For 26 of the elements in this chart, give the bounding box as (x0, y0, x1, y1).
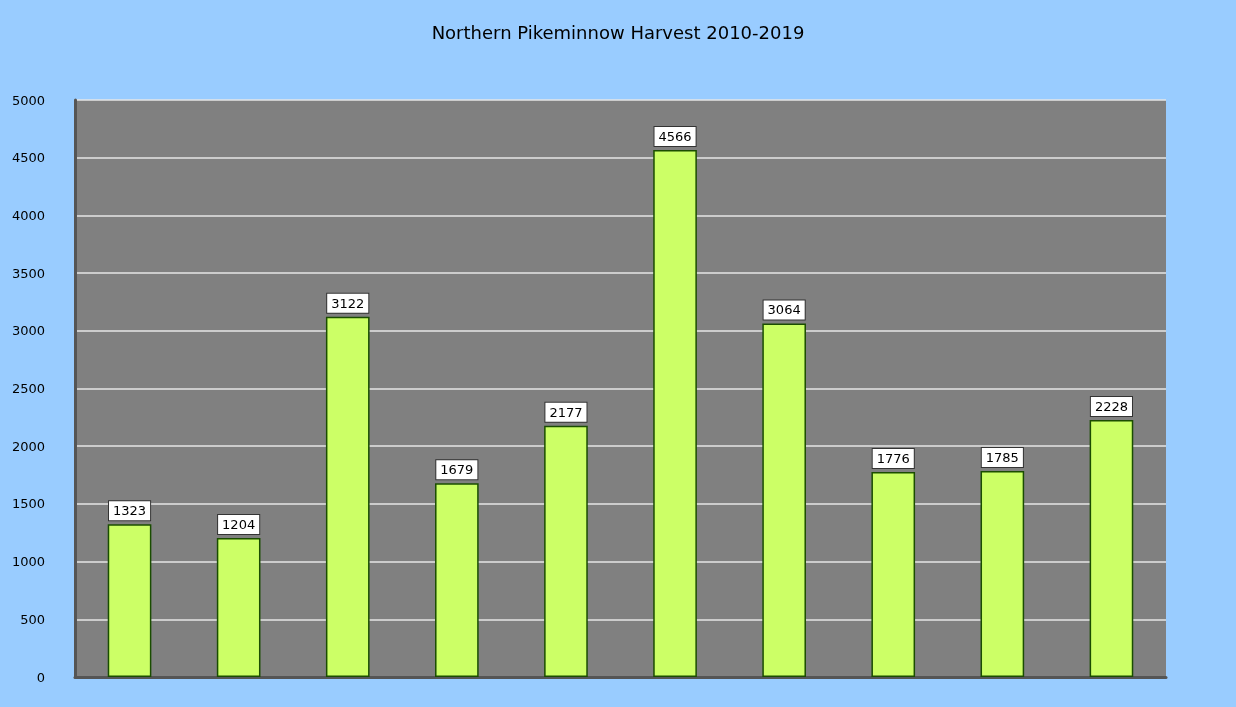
y-tick-label: 5000 (11, 92, 45, 108)
data-label: 1776 (876, 451, 910, 467)
y-tick-label: 2500 (11, 381, 45, 396)
data-label: 1204 (222, 517, 256, 533)
data-label: 1785 (985, 450, 1019, 466)
y-tick-label: 1000 (11, 554, 45, 570)
bar (980, 471, 1025, 677)
y-tick-label: 3000 (11, 323, 45, 339)
data-label: 1323 (113, 503, 147, 519)
y-tick-label: 2000 (11, 438, 45, 454)
y-tick-label: 500 (20, 611, 45, 627)
data-label: 2228 (1094, 398, 1128, 414)
bar (871, 472, 916, 677)
chart-title: Northern Pikeminnow Harvest 2010-2019 (431, 21, 805, 43)
y-tick-label: 1500 (11, 496, 45, 512)
data-label: 3064 (767, 302, 801, 318)
y-tick-label: 0 (36, 669, 45, 685)
y-tick-label: 3500 (11, 265, 45, 281)
bar (653, 150, 697, 677)
data-label: 4566 (658, 129, 692, 145)
data-label: 2177 (549, 404, 583, 420)
data-label: 3122 (331, 295, 365, 311)
data-label: 1679 (440, 462, 474, 478)
y-tick-label: 4000 (11, 207, 45, 223)
y-tick-label: 4500 (11, 150, 45, 166)
bar (216, 538, 261, 677)
